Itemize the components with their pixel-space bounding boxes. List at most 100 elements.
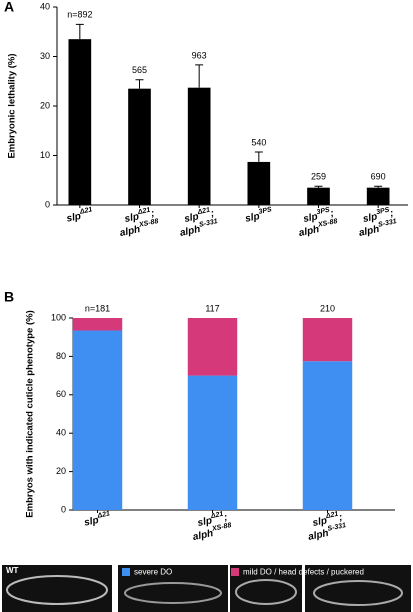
label-part: alph [358, 224, 380, 239]
y-axis-label: Embryonic lethality (%) [7, 53, 18, 158]
x-tick-label: alphXS-88 [192, 522, 234, 542]
bar-segment [187, 318, 238, 376]
label-part: 3PS [376, 207, 391, 217]
embryo [235, 579, 297, 605]
x-tick-label: slpΔ21; [196, 510, 228, 528]
label-part: ; [338, 512, 344, 523]
label-part: Δ21 [209, 511, 224, 521]
embryo [6, 575, 108, 605]
x-tick-label: slpΔ21; [183, 206, 215, 224]
label-part: alph [179, 224, 201, 239]
label-part: 3PS [316, 207, 331, 217]
y-tick-label: 40 [40, 1, 50, 11]
label-part: Δ21 [78, 207, 93, 217]
annotation: 690 [371, 172, 386, 182]
bar [247, 161, 271, 205]
x-tick-label: slpΔ21; [123, 206, 155, 224]
annotation: 210 [320, 303, 335, 313]
annotation: 117 [205, 303, 219, 313]
y-tick-label: 20 [40, 100, 50, 110]
label-part: XS-88 [138, 218, 160, 229]
bar-segment [72, 318, 123, 331]
label-part: slp [124, 211, 140, 225]
x-tick-label: alphS-331 [179, 218, 220, 238]
bar [187, 87, 211, 205]
label-part: ; [150, 208, 156, 219]
legend-swatch [122, 568, 130, 576]
label-part: Δ21 [136, 207, 151, 217]
x-tick-label: alphXS-88 [119, 218, 161, 238]
label-part: Δ21 [96, 511, 111, 521]
error-bar [254, 151, 263, 162]
x-tick-label: slpΔ21 [65, 207, 94, 225]
x-tick-label: alphS-331 [307, 522, 348, 542]
label-part: XS-88 [317, 218, 339, 229]
bar [307, 187, 330, 205]
label-part: alph [298, 224, 320, 239]
y-tick-label: 0 [45, 199, 50, 209]
error-bar [314, 185, 323, 188]
label-part: ; [329, 208, 335, 219]
error-bar [75, 23, 84, 40]
label-part: S-331 [199, 218, 219, 229]
label-part: ; [389, 208, 395, 219]
y-tick-label: 100 [51, 312, 66, 322]
annotation: 963 [192, 50, 207, 60]
bar-segment [72, 330, 123, 510]
error-bar [374, 185, 383, 188]
legend-label: mild DO / head defects / puckered [243, 568, 364, 577]
bar-segment [302, 318, 353, 362]
x-tick-label: slp3PS [244, 207, 274, 225]
bar-segment [187, 375, 238, 510]
label-part: alph [192, 528, 214, 543]
y-tick-label: 10 [40, 150, 50, 160]
panel-label: A [4, 0, 14, 15]
label-part: ; [223, 512, 229, 523]
x-tick-label: alphXS-88 [298, 218, 340, 238]
embryo [313, 580, 403, 606]
label-part: slp [183, 211, 199, 225]
bar [128, 88, 151, 205]
annotation: 540 [251, 137, 266, 147]
photo [118, 565, 228, 612]
label-part: S-331 [378, 218, 398, 229]
label-part: Δ21 [324, 511, 339, 521]
x-tick-label: slpΔ21 [83, 511, 112, 529]
label-part: slp [244, 211, 260, 225]
y-tick-label: 60 [56, 389, 66, 399]
annotation: n=181 [85, 303, 110, 313]
bar [68, 39, 92, 205]
label-part: S-331 [327, 522, 347, 533]
label-part: slp [312, 515, 328, 529]
label-part: slp [66, 211, 82, 225]
label-part: Δ21 [196, 207, 211, 217]
error-bar [135, 79, 144, 89]
legend-swatch [231, 568, 239, 576]
y-tick-label: 40 [56, 428, 66, 438]
x-tick-label: alphS-331 [358, 218, 399, 238]
label-part: 3PS [258, 207, 273, 217]
label-part: slp [302, 211, 318, 225]
bar-segment [302, 361, 353, 510]
embryo-images: WT [2, 565, 411, 612]
x-tick-label: slp3PS; [302, 206, 335, 224]
y-tick-label: 20 [56, 466, 66, 476]
label-part: XS-88 [211, 522, 233, 533]
label-part: alph [119, 224, 141, 239]
panel-label: B [4, 289, 14, 305]
label-part: slp [83, 515, 99, 529]
y-tick-label: 30 [40, 51, 50, 61]
y-axis-label: Embryos with indicated cuticle phenotype… [25, 310, 36, 517]
annotation: 259 [311, 172, 326, 182]
y-tick-label: 80 [56, 351, 66, 361]
embryo [124, 582, 222, 604]
label-part: alph [307, 528, 329, 543]
bar [366, 187, 390, 205]
label-part: ; [210, 208, 216, 219]
annotation: n=892 [67, 10, 92, 20]
legend-label: severe DO [134, 568, 172, 577]
error-bar [195, 64, 204, 88]
label-part: slp [362, 211, 378, 225]
annotation: 565 [132, 65, 147, 75]
